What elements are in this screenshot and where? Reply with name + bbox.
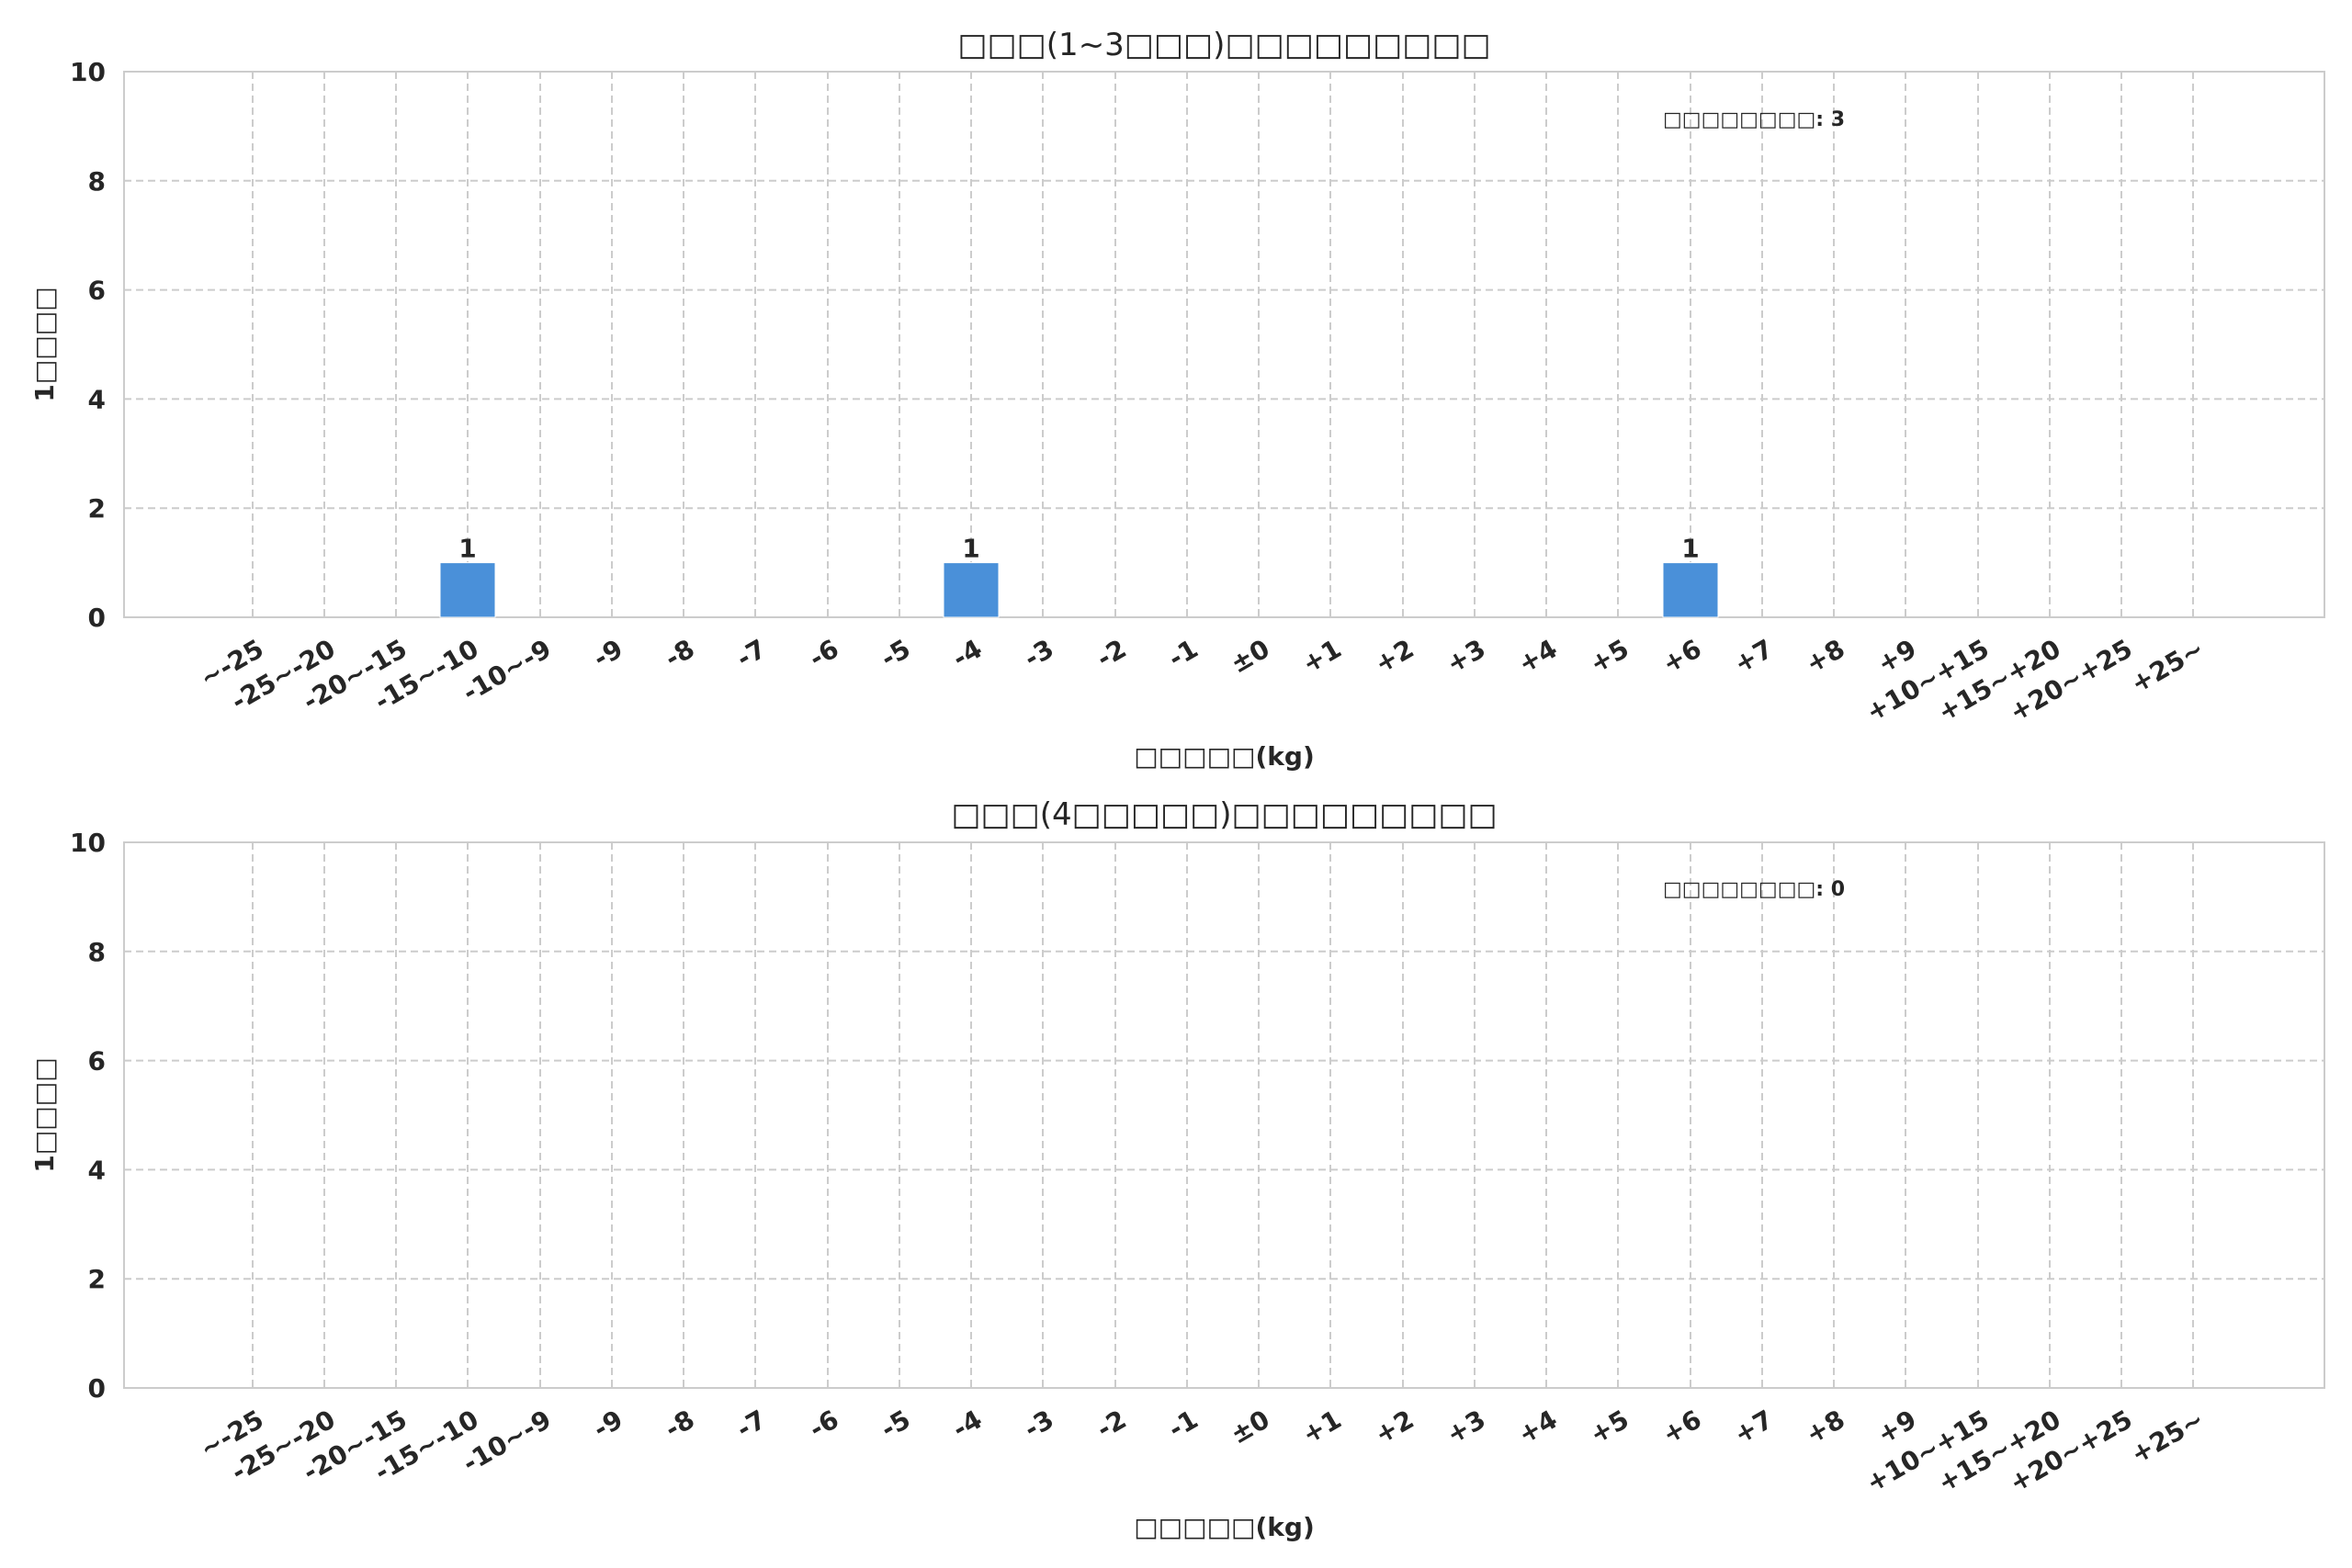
y-tick-label: 6 — [88, 1046, 106, 1077]
bar-value-label: 1 — [458, 534, 476, 564]
bar — [943, 562, 1000, 618]
x-tick-label: -6 — [804, 633, 843, 673]
bar — [1662, 562, 1719, 618]
x-axis-label: □□□□□(kg) — [1134, 1512, 1315, 1542]
y-tick-label: 10 — [70, 828, 106, 858]
y-tick-label: 4 — [88, 1155, 106, 1185]
x-tick-label: +8 — [1801, 633, 1850, 679]
x-tick-label: -5 — [876, 633, 915, 673]
x-tick-label: -7 — [731, 1404, 771, 1444]
x-tick-label: +25~ — [2126, 633, 2210, 699]
bar-value-label: 1 — [962, 534, 979, 564]
x-tick-label: -8 — [660, 1404, 699, 1444]
x-tick-label: +5 — [1585, 1404, 1634, 1450]
x-tick-label: -2 — [1091, 633, 1131, 673]
x-tick-label: ±0 — [1226, 1404, 1275, 1450]
x-tick-label: -7 — [731, 633, 771, 673]
plot-area — [123, 71, 2325, 618]
bar — [439, 562, 496, 618]
x-tick-label: -1 — [1163, 633, 1203, 673]
y-tick-label: 0 — [88, 1373, 106, 1404]
x-tick-label: ±0 — [1226, 633, 1275, 679]
x-tick-label: -6 — [804, 1404, 843, 1444]
x-tick-label: -2 — [1091, 1404, 1131, 1444]
y-tick-label: 8 — [88, 937, 106, 967]
x-tick-label: +7 — [1729, 1404, 1779, 1450]
x-tick-label: +7 — [1729, 633, 1779, 679]
x-axis-label: □□□□□(kg) — [1134, 741, 1315, 772]
x-tick-label: +4 — [1513, 633, 1563, 679]
chart-title: □□□(4□□□□□)□□□□□□□□□ — [951, 796, 1497, 833]
x-tick-label: -5 — [876, 1404, 915, 1444]
x-tick-label: +8 — [1801, 1404, 1850, 1450]
y-tick-label: 2 — [88, 493, 106, 524]
x-tick-label: -4 — [947, 1404, 987, 1444]
y-tick-label: 10 — [70, 57, 106, 87]
y-axis-label: 1□□□□ — [29, 1057, 60, 1172]
total-annotation: □□□□□□□□: 3 — [1663, 108, 1845, 131]
x-tick-label: +4 — [1513, 1404, 1563, 1450]
x-tick-label: -9 — [588, 1404, 628, 1444]
x-tick-label: +2 — [1370, 633, 1419, 679]
total-annotation: □□□□□□□□: 0 — [1663, 878, 1845, 901]
x-tick-label: +1 — [1297, 633, 1347, 679]
chart-title: □□□(1~3□□□)□□□□□□□□□ — [957, 27, 1490, 63]
x-tick-label: -3 — [1019, 1404, 1058, 1444]
y-tick-label: 8 — [88, 166, 106, 197]
x-tick-label: +2 — [1370, 1404, 1419, 1450]
y-tick-label: 4 — [88, 384, 106, 414]
x-tick-label: -4 — [947, 633, 987, 673]
x-tick-label: +3 — [1442, 1404, 1491, 1450]
chart-1: 1 1 10246810~-25-25~-20-20~-15-15~-10-10~-… — [29, 27, 2325, 772]
y-tick-label: 6 — [88, 276, 106, 306]
x-tick-label: +5 — [1585, 633, 1634, 679]
x-tick-label: +6 — [1657, 1404, 1707, 1450]
x-tick-label: +1 — [1297, 1404, 1347, 1450]
x-tick-label: +3 — [1442, 633, 1491, 679]
y-tick-label: 0 — [88, 603, 106, 633]
x-tick-label: -3 — [1019, 633, 1058, 673]
plot-area — [123, 841, 2325, 1389]
x-tick-label: -1 — [1163, 1404, 1203, 1444]
x-tick-label: +6 — [1657, 633, 1707, 679]
x-tick-label: -9 — [588, 633, 628, 673]
y-axis-label: 1□□□□ — [29, 287, 60, 401]
x-tick-label: -8 — [660, 633, 699, 673]
bar-value-label: 1 — [1681, 534, 1699, 564]
x-tick-label: +25~ — [2126, 1404, 2210, 1470]
y-tick-label: 2 — [88, 1264, 106, 1294]
